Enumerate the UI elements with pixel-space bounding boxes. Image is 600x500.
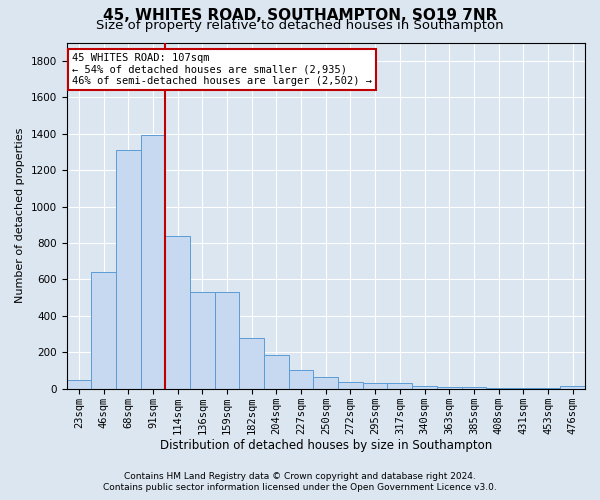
Bar bbox=[165, 236, 190, 389]
Text: Size of property relative to detached houses in Southampton: Size of property relative to detached ho… bbox=[96, 18, 504, 32]
Bar bbox=[91, 272, 116, 389]
Bar bbox=[412, 386, 437, 389]
Bar bbox=[560, 386, 585, 389]
Bar bbox=[313, 377, 338, 389]
Bar bbox=[239, 338, 264, 389]
Bar bbox=[116, 150, 140, 389]
Bar bbox=[338, 382, 363, 389]
Bar bbox=[511, 388, 536, 389]
Text: 45, WHITES ROAD, SOUTHAMPTON, SO19 7NR: 45, WHITES ROAD, SOUTHAMPTON, SO19 7NR bbox=[103, 8, 497, 22]
Bar bbox=[486, 388, 511, 389]
Bar bbox=[264, 355, 289, 389]
Bar bbox=[190, 292, 215, 389]
Text: Contains HM Land Registry data © Crown copyright and database right 2024.
Contai: Contains HM Land Registry data © Crown c… bbox=[103, 472, 497, 492]
Y-axis label: Number of detached properties: Number of detached properties bbox=[15, 128, 25, 304]
Bar bbox=[289, 370, 313, 389]
X-axis label: Distribution of detached houses by size in Southampton: Distribution of detached houses by size … bbox=[160, 440, 492, 452]
Bar bbox=[215, 292, 239, 389]
Bar bbox=[536, 388, 560, 389]
Text: 45 WHITES ROAD: 107sqm
← 54% of detached houses are smaller (2,935)
46% of semi-: 45 WHITES ROAD: 107sqm ← 54% of detached… bbox=[72, 53, 372, 86]
Bar bbox=[437, 387, 461, 389]
Bar bbox=[67, 380, 91, 389]
Bar bbox=[140, 136, 165, 389]
Bar bbox=[363, 384, 388, 389]
Bar bbox=[388, 384, 412, 389]
Bar bbox=[461, 388, 486, 389]
